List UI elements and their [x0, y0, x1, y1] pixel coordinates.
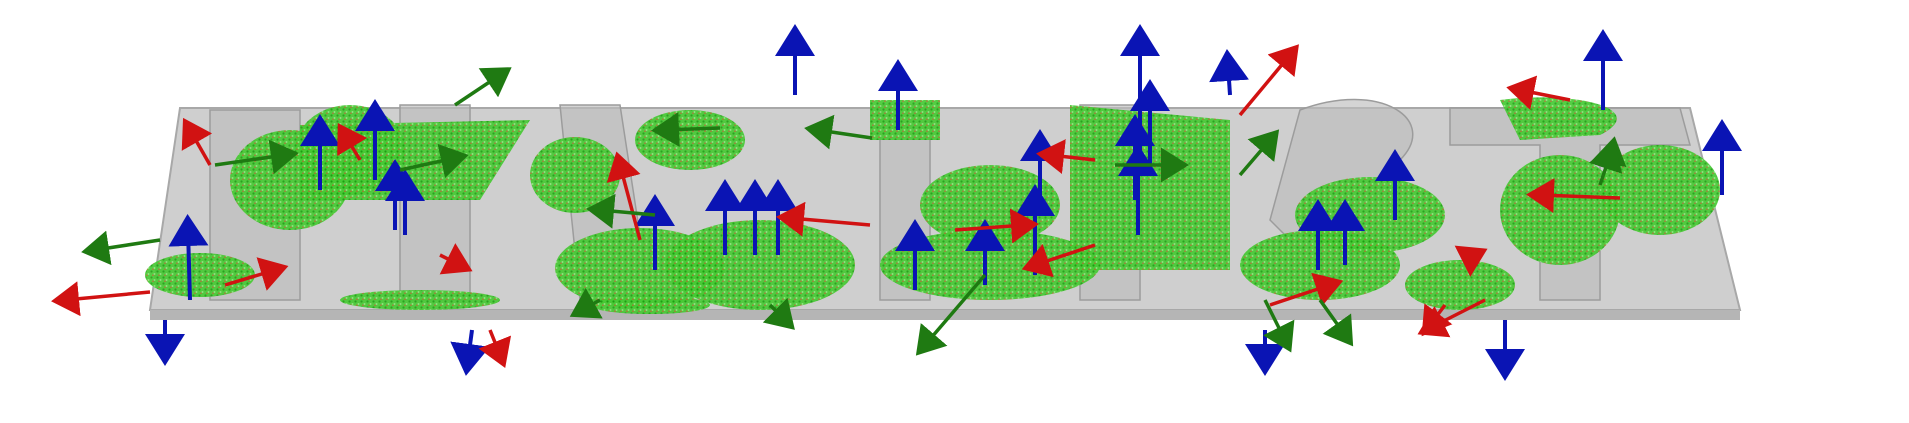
x-axis-arrows	[51, 44, 1621, 368]
y-axis-arrows	[81, 67, 1627, 356]
